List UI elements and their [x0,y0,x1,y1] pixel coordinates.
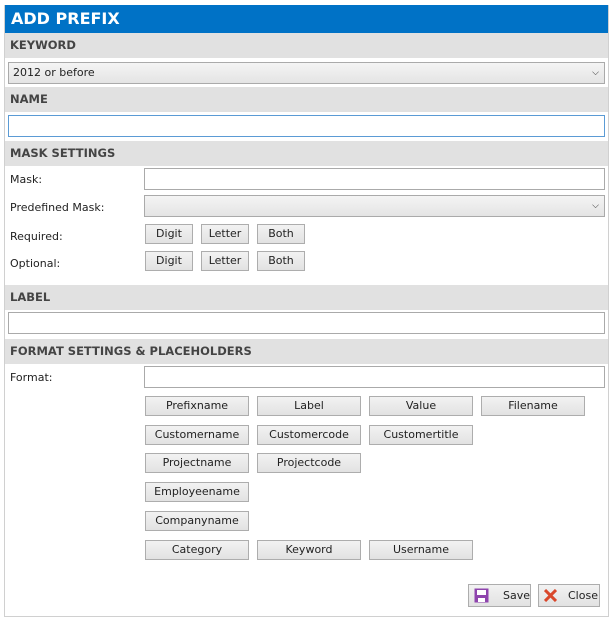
placeholder-projectcode-button[interactable]: Projectcode [257,453,361,473]
label-header: LABEL [5,285,608,310]
x-icon [544,589,557,602]
name-header: NAME [5,87,608,112]
add-prefix-dialog: ADD PREFIX KEYWORD 2012 or before ⌵ NAME … [4,5,609,617]
chevron-down-icon: ⌵ [592,201,599,211]
mask-input[interactable] [144,168,605,190]
placeholder-filename-button[interactable]: Filename [481,396,585,416]
floppy-disk-icon [474,588,489,603]
placeholder-projectname-button[interactable]: Projectname [145,453,249,473]
placeholder-username-button[interactable]: Username [369,540,473,560]
keyword-header: KEYWORD [5,33,608,58]
required-both-button[interactable]: Both [257,224,305,244]
close-label: Close [568,589,598,602]
label-input[interactable] [8,312,605,334]
placeholder-customercode-button[interactable]: Customercode [257,425,361,445]
keyword-selected: 2012 or before [13,66,95,79]
optional-both-button[interactable]: Both [257,251,305,271]
optional-digit-button[interactable]: Digit [145,251,193,271]
save-button[interactable]: Save [468,584,531,607]
format-settings-header: FORMAT SETTINGS & PLACEHOLDERS [5,339,608,364]
placeholder-customertitle-button[interactable]: Customertitle [369,425,473,445]
close-button[interactable]: Close [538,584,600,607]
required-letter-button[interactable]: Letter [201,224,249,244]
mask-settings-header: MASK SETTINGS [5,141,608,166]
format-label: Format: [10,371,53,384]
dialog-title: ADD PREFIX [5,5,608,33]
predefined-mask-select[interactable]: ⌵ [144,195,605,217]
placeholder-companyname-button[interactable]: Companyname [145,511,249,531]
placeholder-label-button[interactable]: Label [257,396,361,416]
mask-label: Mask: [10,173,43,186]
placeholder-prefixname-button[interactable]: Prefixname [145,396,249,416]
placeholder-category-button[interactable]: Category [145,540,249,560]
save-label: Save [503,589,531,602]
optional-label: Optional: [10,257,61,270]
placeholder-value-button[interactable]: Value [369,396,473,416]
optional-letter-button[interactable]: Letter [201,251,249,271]
placeholder-keyword-button[interactable]: Keyword [257,540,361,560]
required-label: Required: [10,230,63,243]
placeholder-employeename-button[interactable]: Employeename [145,482,249,502]
predefined-mask-label: Predefined Mask: [10,201,105,214]
placeholder-customername-button[interactable]: Customername [145,425,249,445]
format-input[interactable] [144,366,605,388]
chevron-down-icon: ⌵ [592,68,599,78]
name-input[interactable] [8,115,605,137]
keyword-select[interactable]: 2012 or before ⌵ [8,62,605,84]
required-digit-button[interactable]: Digit [145,224,193,244]
